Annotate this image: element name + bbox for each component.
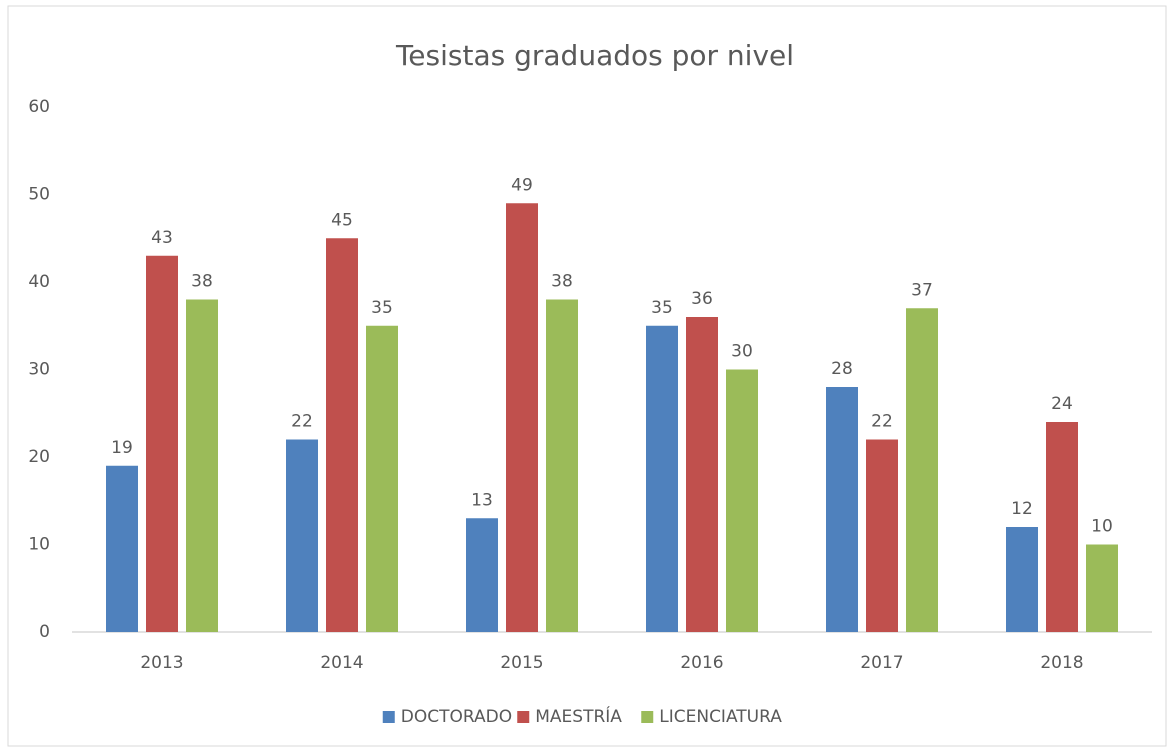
bar — [1086, 544, 1118, 632]
data-label: 36 — [691, 289, 713, 309]
legend-label: MAESTRÍA — [535, 705, 622, 727]
bar — [366, 325, 398, 632]
bar — [286, 439, 318, 632]
bar — [1046, 422, 1078, 632]
data-label: 30 — [731, 342, 753, 362]
bar — [506, 203, 538, 632]
x-tick-label: 2018 — [1040, 653, 1083, 673]
y-tick-label: 50 — [28, 185, 50, 205]
y-tick-label: 30 — [28, 360, 50, 380]
data-label: 37 — [911, 280, 933, 300]
bar — [146, 255, 178, 632]
data-label: 35 — [371, 298, 393, 318]
legend-swatch — [517, 711, 530, 723]
data-label: 22 — [871, 412, 893, 432]
bar — [106, 465, 138, 632]
data-label: 38 — [551, 272, 573, 292]
x-tick-label: 2016 — [680, 653, 723, 673]
bar — [686, 317, 718, 632]
chart-title: Tesistas graduados por nivel — [395, 39, 794, 72]
bar — [1006, 527, 1038, 632]
bar — [466, 518, 498, 632]
x-tick-label: 2013 — [140, 653, 183, 673]
bar — [906, 308, 938, 632]
bar — [326, 238, 358, 632]
bar — [826, 387, 858, 632]
data-label: 43 — [151, 228, 173, 248]
legend-swatch — [382, 711, 395, 723]
y-tick-label: 20 — [28, 447, 50, 467]
bar — [726, 369, 758, 632]
x-tick-label: 2014 — [320, 653, 363, 673]
x-tick-label: 2015 — [500, 653, 543, 673]
bar — [186, 299, 218, 632]
data-label: 13 — [471, 490, 493, 510]
data-label: 45 — [331, 210, 353, 230]
bar — [546, 299, 578, 632]
data-label: 22 — [291, 412, 313, 432]
chart-border — [7, 5, 1167, 747]
y-tick-label: 60 — [28, 97, 50, 117]
data-label: 12 — [1011, 499, 1033, 519]
legend-swatch — [641, 711, 654, 723]
bar — [866, 439, 898, 632]
y-tick-label: 0 — [39, 622, 50, 642]
data-label: 35 — [651, 298, 673, 318]
data-label: 10 — [1091, 517, 1113, 537]
y-tick-label: 40 — [28, 272, 50, 292]
y-tick-label: 10 — [28, 535, 50, 555]
x-tick-label: 2017 — [860, 653, 903, 673]
data-label: 28 — [831, 359, 853, 379]
data-label: 38 — [191, 272, 213, 292]
legend-label: LICENCIATURA — [659, 707, 782, 727]
legend-label: DOCTORADO — [401, 707, 512, 727]
data-label: 19 — [111, 438, 133, 458]
bar — [646, 325, 678, 632]
data-label: 24 — [1051, 394, 1073, 414]
data-label: 49 — [511, 175, 533, 195]
